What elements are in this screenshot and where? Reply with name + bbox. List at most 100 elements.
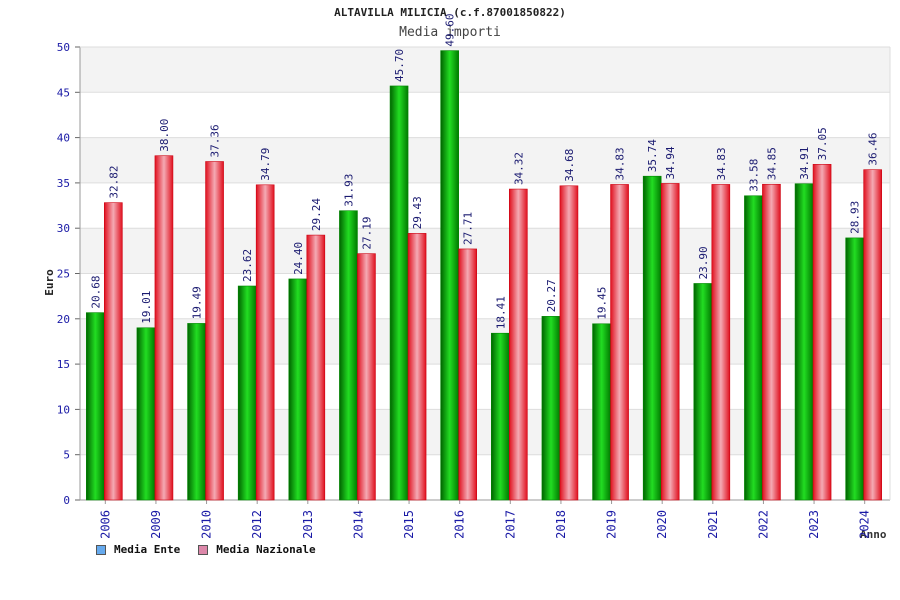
data-label-media-nazionale: 29.43 <box>411 196 424 229</box>
bar-media-ente <box>693 283 713 501</box>
bar-media-ente <box>237 285 257 501</box>
x-tick-label: 2023 <box>807 510 821 539</box>
bar-media-nazionale <box>458 248 477 501</box>
data-label-media-ente: 20.68 <box>89 276 102 309</box>
data-label-media-ente: 19.45 <box>596 287 609 320</box>
bar-media-nazionale <box>407 233 427 501</box>
data-label-media-nazionale: 27.19 <box>360 217 373 250</box>
y-tick-label: 30 <box>57 222 70 235</box>
legend-label-media-nazionale: Media Nazionale <box>216 543 316 556</box>
data-label-media-nazionale: 32.82 <box>107 166 120 199</box>
data-label-media-nazionale: 34.79 <box>259 148 272 181</box>
bar-media-ente <box>339 210 358 501</box>
x-tick-label: 2021 <box>706 510 720 539</box>
grid-band <box>80 47 890 93</box>
y-tick-label: 0 <box>63 494 70 507</box>
y-tick-label: 50 <box>57 41 70 54</box>
y-tick-label: 40 <box>57 132 70 145</box>
data-label-media-nazionale: 34.32 <box>512 152 525 185</box>
legend-label-media-ente: Media Ente <box>114 543 181 556</box>
x-tick-label: 2010 <box>200 510 214 539</box>
bar-media-nazionale <box>559 185 579 501</box>
x-tick-label: 2024 <box>858 510 872 539</box>
x-tick-label: 2019 <box>605 510 619 539</box>
bar-media-ente <box>440 50 459 501</box>
legend-swatch-media-ente <box>96 544 106 555</box>
data-label-media-nazionale: 38.00 <box>158 119 171 152</box>
y-tick-label: 15 <box>57 358 70 371</box>
bar-media-nazionale <box>509 188 528 501</box>
y-tick-label: 5 <box>63 449 70 462</box>
x-tick-label: 2012 <box>250 510 264 539</box>
bar-media-ente <box>642 175 662 501</box>
data-label-media-ente: 18.41 <box>494 296 507 329</box>
x-axis-label: Anno <box>860 528 887 541</box>
data-label-media-nazionale: 34.68 <box>563 149 576 182</box>
bar-media-nazionale <box>104 202 123 501</box>
data-label-media-ente: 28.93 <box>849 201 862 234</box>
bar-media-nazionale <box>660 183 680 501</box>
data-label-media-ente: 49.60 <box>444 13 457 46</box>
bar-media-ente <box>288 278 308 501</box>
data-label-media-ente: 23.62 <box>241 249 254 282</box>
data-label-media-ente: 24.40 <box>292 242 305 275</box>
legend-item-media-ente: Media Ente <box>96 543 180 556</box>
data-label-media-ente: 45.70 <box>393 49 406 82</box>
y-tick-label: 35 <box>57 177 70 190</box>
x-tick-label: 2015 <box>402 510 416 539</box>
bar-media-ente <box>541 316 561 501</box>
data-label-media-ente: 34.91 <box>798 147 811 180</box>
x-tick-label: 2016 <box>453 510 467 539</box>
data-label-media-ente: 19.49 <box>191 286 204 319</box>
data-label-media-ente: 19.01 <box>140 291 153 324</box>
x-tick-label: 2017 <box>503 510 517 539</box>
y-tick-label: 45 <box>57 86 70 99</box>
x-tick-label: 2020 <box>655 510 669 539</box>
data-label-media-nazionale: 36.46 <box>867 133 880 166</box>
data-label-media-ente: 23.90 <box>697 246 710 279</box>
bar-media-nazionale <box>255 184 275 501</box>
chart-title: ALTAVILLA MILICIA (c.f.87001850822) <box>334 6 566 19</box>
bar-media-nazionale <box>306 234 326 501</box>
x-tick-label: 2009 <box>149 510 163 539</box>
bar-media-ente <box>744 195 763 501</box>
data-label-media-nazionale: 27.71 <box>462 212 475 245</box>
data-label-media-ente: 35.74 <box>646 139 659 172</box>
data-label-media-ente: 20.27 <box>545 279 558 312</box>
bar-media-nazionale <box>205 161 224 501</box>
data-label-media-nazionale: 34.94 <box>664 146 677 179</box>
bar-media-nazionale <box>357 253 376 501</box>
x-tick-label: 2018 <box>554 510 568 539</box>
bar-media-nazionale <box>863 169 882 501</box>
x-tick-label: 2022 <box>756 510 770 539</box>
y-tick-label: 25 <box>57 268 70 281</box>
data-label-media-nazionale: 37.36 <box>209 124 222 157</box>
bar-media-ente <box>389 85 409 501</box>
bar-media-nazionale <box>812 164 832 501</box>
bar-media-ente <box>86 312 105 501</box>
bar-media-nazionale <box>762 183 781 501</box>
data-label-media-nazionale: 34.83 <box>614 147 627 180</box>
bar-media-ente <box>491 332 510 501</box>
grid-band <box>80 92 890 138</box>
bar-media-nazionale <box>711 184 731 501</box>
bar-media-ente <box>592 323 611 501</box>
bar-media-ente <box>845 237 864 501</box>
bar-media-ente <box>187 323 206 501</box>
data-label-media-nazionale: 34.83 <box>715 147 728 180</box>
data-label-media-nazionale: 34.85 <box>765 147 778 180</box>
x-tick-label: 2014 <box>351 510 365 539</box>
legend-item-media-nazionale: Media Nazionale <box>198 543 316 556</box>
data-label-media-ente: 33.58 <box>747 159 760 192</box>
data-label-media-ente: 31.93 <box>342 174 355 207</box>
y-tick-label: 20 <box>57 313 70 326</box>
data-label-media-nazionale: 29.24 <box>310 198 323 231</box>
data-label-media-nazionale: 37.05 <box>816 127 829 160</box>
bar-media-nazionale <box>610 184 629 501</box>
x-tick-label: 2006 <box>98 510 112 539</box>
legend: Media Ente Media Nazionale <box>96 543 316 556</box>
x-tick-label: 2013 <box>301 510 315 539</box>
bar-media-nazionale <box>154 155 174 501</box>
